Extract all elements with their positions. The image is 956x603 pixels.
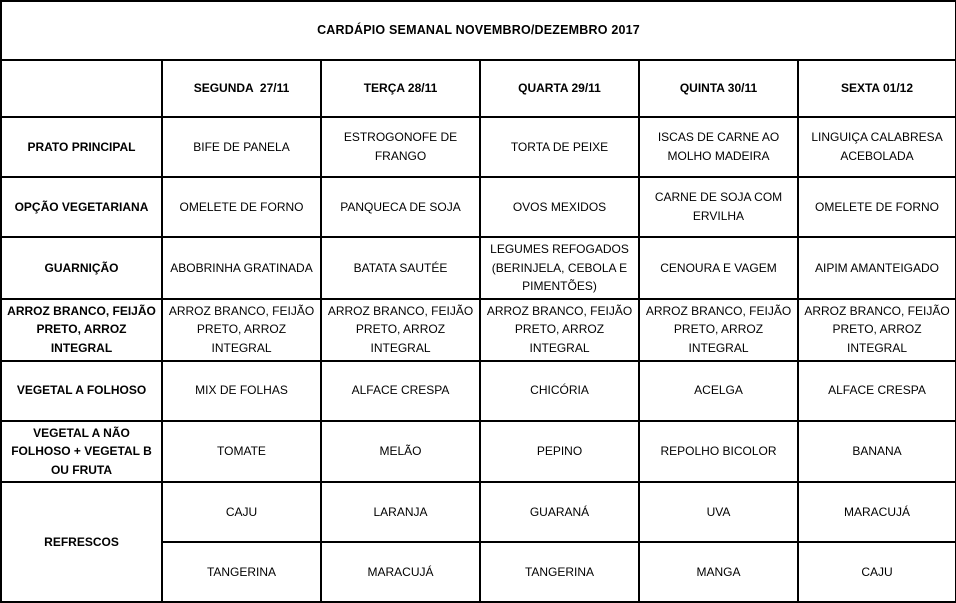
- menu-cell: CARNE DE SOJA COM ERVILHA: [638, 176, 799, 238]
- menu-cell: PANQUECA DE SOJA: [320, 176, 481, 238]
- menu-cell: MIX DE FOLHAS: [161, 359, 322, 422]
- menu-cell: ARROZ BRANCO, FEIJÃO PRETO, ARROZ INTEGR…: [320, 297, 481, 362]
- menu-cell: TORTA DE PEIXE: [479, 116, 640, 178]
- table-row: VEGETAL A FOLHOSO MIX DE FOLHAS ALFACE CRE…: [0, 359, 956, 422]
- menu-cell: TANGERINA: [479, 541, 640, 603]
- day-header-row: SEGUNDA 27/11 TERÇA 28/11 QUARTA 29/11 Q…: [0, 59, 956, 118]
- page-title: CARDÁPIO SEMANAL NOVEMBRO/DEZEMBRO 2017: [0, 0, 956, 61]
- menu-cell: MARACUJÁ: [320, 541, 481, 603]
- menu-cell: ALFACE CRESPA: [320, 359, 481, 422]
- row-label: VEGETAL A NÃO FOLHOSO + VEGETAL B OU FRU…: [0, 419, 163, 484]
- menu-cell: ACELGA: [638, 359, 799, 422]
- table-row: ARROZ BRANCO, FEIJÃO PRETO, ARROZ INTEGR…: [0, 297, 956, 362]
- menu-cell: MANGA: [638, 541, 799, 603]
- menu-cell: GUARANÁ: [479, 481, 640, 544]
- day-header-friday: SEXTA 01/12: [796, 59, 956, 118]
- menu-cell: MARACUJÁ: [796, 481, 956, 544]
- row-label: REFRESCOS: [0, 481, 163, 603]
- menu-cell: TOMATE: [161, 419, 322, 484]
- menu-cell: BATATA SAUTÉE: [320, 236, 481, 300]
- menu-cell: ISCAS DE CARNE AO MOLHO MADEIRA: [638, 116, 799, 178]
- menu-cell: CHICÓRIA: [479, 359, 640, 422]
- table-row: TANGERINA MARACUJÁ TANGERINA MANGA CAJU: [1, 541, 956, 603]
- menu-cell: MELÃO: [320, 419, 481, 484]
- menu-cell: PEPINO: [479, 419, 640, 484]
- menu-cell: BANANA: [796, 419, 956, 484]
- menu-cell: TANGERINA: [161, 541, 322, 603]
- row-label: PRATO PRINCIPAL: [0, 116, 163, 178]
- table-row: PRATO PRINCIPAL BIFE DE PANELA ESTROGONOFE…: [0, 116, 956, 178]
- menu-cell: ESTROGONOFE DE FRANGO: [320, 116, 481, 178]
- day-header-wednesday: QUARTA 29/11: [479, 59, 640, 118]
- menu-cell: LEGUMES REFOGADOS (BERINJELA, CEBOLA E P…: [479, 236, 640, 300]
- menu-cell: LINGUIÇA CALABRESA ACEBOLADA: [796, 116, 956, 178]
- corner-cell: [0, 59, 163, 118]
- menu-cell: BIFE DE PANELA: [161, 116, 322, 178]
- table-row: VEGETAL A NÃO FOLHOSO + VEGETAL B OU FRU…: [0, 419, 956, 484]
- menu-cell: CAJU: [161, 481, 322, 544]
- menu-cell: LARANJA: [320, 481, 481, 544]
- menu-cell: ARROZ BRANCO, FEIJÃO PRETO, ARROZ INTEGR…: [638, 297, 799, 362]
- table-row: REFRESCOS CAJU LARANJA GUARANÁ UVA MARACUJÁ: [0, 481, 956, 603]
- menu-cell: AIPIM AMANTEIGADO: [796, 236, 956, 300]
- menu-cell: ARROZ BRANCO, FEIJÃO PRETO, ARROZ INTEGR…: [796, 297, 956, 362]
- menu-cell: CAJU: [796, 541, 956, 603]
- menu-table-body: PRATO PRINCIPAL BIFE DE PANELA ESTROGONOFE…: [0, 116, 956, 603]
- table-row: OPÇÃO VEGETARIANA OMELETE DE FORNO PANQUEC…: [0, 176, 956, 238]
- menu-cell: ARROZ BRANCO, FEIJÃO PRETO, ARROZ INTEGR…: [161, 297, 322, 362]
- table-row: GUARNIÇÃO ABOBRINHA GRATINADA BATATA SAUTÉ…: [0, 236, 956, 300]
- row-label: OPÇÃO VEGETARIANA: [0, 176, 163, 238]
- day-header-thursday: QUINTA 30/11: [638, 59, 799, 118]
- menu-cell: ALFACE CRESPA: [796, 359, 956, 422]
- title-row: CARDÁPIO SEMANAL NOVEMBRO/DEZEMBRO 2017: [0, 0, 956, 61]
- menu-cell: OVOS MEXIDOS: [479, 176, 640, 238]
- menu-cell: REPOLHO BICOLOR: [638, 419, 799, 484]
- row-label: VEGETAL A FOLHOSO: [0, 359, 163, 422]
- row-label: GUARNIÇÃO: [0, 236, 163, 300]
- menu-cell: ABOBRINHA GRATINADA: [161, 236, 322, 300]
- menu-cell: ARROZ BRANCO, FEIJÃO PRETO, ARROZ INTEGR…: [479, 297, 640, 362]
- menu-cell: OMELETE DE FORNO: [161, 176, 322, 238]
- day-header-tuesday: TERÇA 28/11: [320, 59, 481, 118]
- menu-cell: CENOURA E VAGEM: [638, 236, 799, 300]
- day-header-monday: SEGUNDA 27/11: [161, 59, 322, 118]
- menu-cell: UVA: [638, 481, 799, 544]
- row-label: ARROZ BRANCO, FEIJÃO PRETO, ARROZ INTEGR…: [0, 297, 163, 362]
- menu-cell: OMELETE DE FORNO: [796, 176, 956, 238]
